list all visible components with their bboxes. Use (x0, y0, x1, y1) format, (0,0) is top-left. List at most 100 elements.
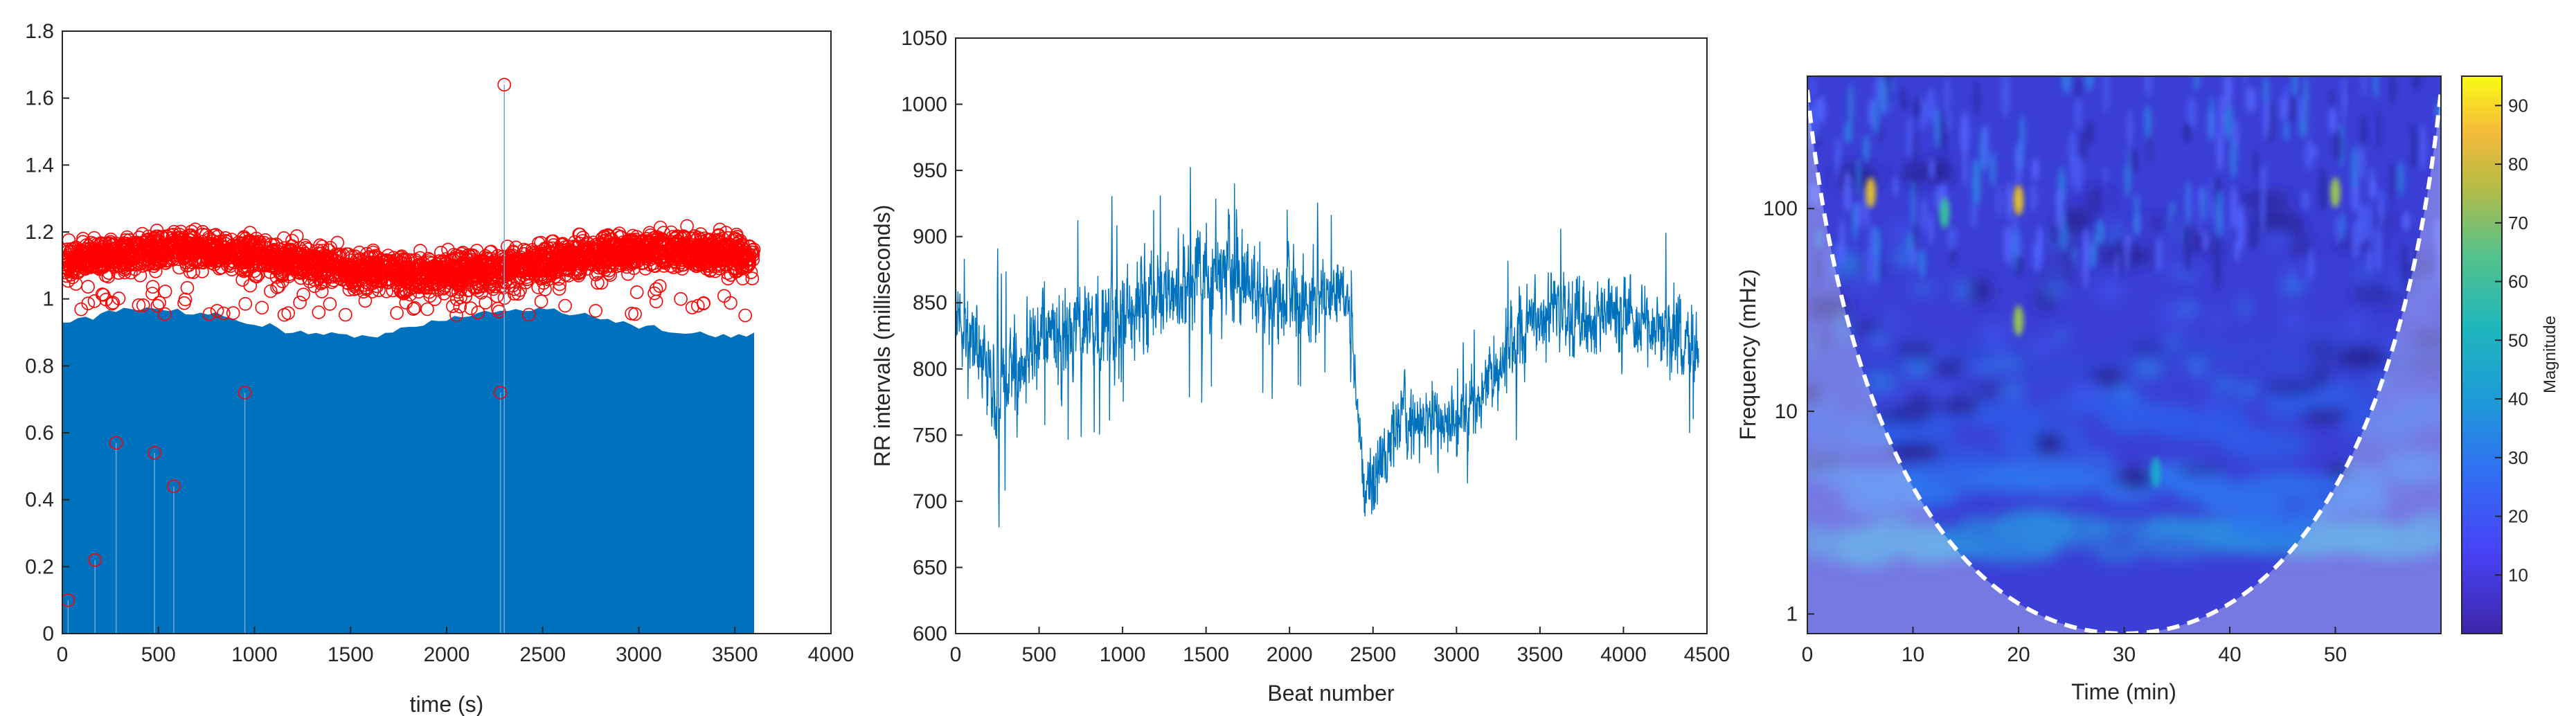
heatmap-streak (1878, 123, 1883, 145)
stem-marker (188, 222, 202, 237)
stem-marker (358, 294, 373, 308)
stem-marker (283, 249, 297, 263)
outlier-marker (493, 386, 508, 400)
y-tick-label: 0.8 (25, 355, 54, 377)
stem-marker (352, 252, 367, 266)
stem-marker (652, 247, 666, 261)
x-tick-label: 4500 (1684, 643, 1730, 666)
heatmap-blob (2347, 316, 2365, 332)
stem-marker (301, 242, 316, 256)
stem-marker (238, 296, 253, 311)
heatmap-streak (2260, 196, 2265, 235)
stem-marker (483, 266, 498, 280)
stem-marker (677, 258, 690, 272)
heatmap-hotspot (2014, 185, 2023, 216)
heatmap-blob (2334, 347, 2388, 368)
stem-marker (501, 240, 515, 253)
heatmap-streak (1856, 157, 1861, 197)
heatmap-blob (2264, 229, 2289, 245)
stem-marker (741, 247, 755, 261)
stem-marker (620, 260, 634, 274)
stem-marker (502, 261, 517, 276)
heatmap-streak (2031, 157, 2039, 182)
stem-marker (394, 283, 408, 298)
stem-marker (453, 258, 467, 273)
heatmap-streak (1944, 76, 1950, 113)
x-tick-label: 2000 (424, 643, 470, 666)
x-tick-label: 3000 (616, 643, 662, 666)
heatmap-streak (2307, 246, 2315, 280)
x-tick-label: 3500 (1517, 643, 1564, 666)
stem-marker (735, 261, 750, 275)
stem-marker (531, 280, 546, 294)
stem-marker (307, 267, 322, 281)
heatmap-streak (2216, 190, 2224, 237)
stem-marker (247, 239, 261, 253)
heatmap-streak (2376, 106, 2381, 154)
stem-marker (606, 236, 620, 251)
stem-marker (436, 266, 450, 280)
heatmap-streak (2072, 252, 2082, 285)
stem-marker (62, 263, 75, 277)
heatmap-streak (2356, 202, 2363, 251)
heatmap-streak (1960, 111, 1970, 155)
heatmap-blob (2408, 296, 2427, 317)
stem-marker (210, 303, 224, 318)
colorbar-tick-label: 10 (2508, 564, 2528, 585)
heatmap-streak (1926, 87, 1935, 124)
heatmap-blobs (1807, 156, 2441, 568)
stem-marker (454, 290, 467, 305)
stem-marker (364, 261, 378, 275)
rr-interval-panel: 0 500 1000 1500 2000 2500 3000 3500 4000 4500 600 6… (870, 27, 1730, 706)
stem-marker (638, 262, 652, 276)
stem-marker (314, 285, 329, 298)
heatmap-streak (2230, 138, 2237, 179)
heatmap-streak (1962, 144, 1967, 189)
heatmap-streak (2334, 216, 2340, 245)
heatmap-streak (2237, 134, 2244, 161)
x-tick-label: 2000 (1267, 643, 1313, 666)
stem-marker (111, 292, 126, 305)
stem-marker (494, 279, 508, 294)
heatmap-streak (2209, 95, 2215, 143)
stem-marker (390, 306, 404, 320)
heatmap-streak (2147, 135, 2152, 165)
heatmap-streak (2377, 188, 2385, 229)
stem-marker (191, 237, 205, 251)
stem-marker (498, 276, 512, 290)
heatmap-streak (2367, 202, 2374, 247)
x-tick-label: 1500 (328, 643, 374, 666)
heatmap-streak (1893, 155, 1899, 181)
heatmap-streak (1951, 130, 1958, 172)
stem-marker (649, 294, 663, 309)
stem-marker (177, 296, 191, 310)
rr-plot-axes: 0 500 1000 1500 2000 2500 3000 3500 4000 4500 600 6… (901, 27, 1730, 666)
heatmap-streak (2061, 209, 2066, 253)
heatmap-blob (2044, 266, 2068, 283)
heatmap-streak (1856, 199, 1862, 229)
heatmap-streak (2131, 149, 2139, 174)
scalogram-axes: 0 10 20 30 40 50 1 10 100 (1763, 197, 2347, 666)
stem-marker (523, 251, 537, 265)
stem-marker (145, 287, 159, 301)
stem-plot-xlabel: time (s) (410, 692, 484, 716)
heatmap-blob (2392, 450, 2441, 484)
stem-marker (339, 307, 352, 322)
heatmap-streak (2223, 76, 2233, 109)
stem-marker (223, 244, 238, 258)
heatmap-streak (1863, 134, 1870, 163)
heatmap-streak (2061, 76, 2072, 94)
heatmap-streak (1934, 106, 1940, 148)
stem-marker (296, 244, 310, 258)
stem-marker (310, 264, 325, 278)
x-tick-label: 3000 (1433, 643, 1480, 666)
heatmap-streak (2295, 216, 2301, 239)
heatmap-streak (2016, 141, 2021, 187)
y-tick-label: 1050 (901, 27, 947, 50)
stem-marker (84, 235, 98, 250)
heatmap-streak (2188, 184, 2193, 220)
y-tick-label: 10 (1775, 400, 1798, 423)
stem-marker (574, 244, 589, 258)
heatmap-streak (1816, 253, 1821, 285)
heatmap-blob (2408, 357, 2441, 371)
